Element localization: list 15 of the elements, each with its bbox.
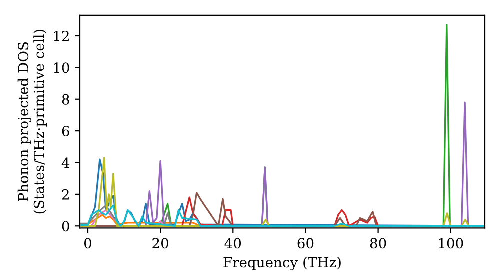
y-tick-label: 12 bbox=[54, 30, 69, 42]
x-tick-label: 60 bbox=[298, 238, 314, 249]
y-tick-label: 2 bbox=[62, 189, 69, 200]
x-tick-label: 20 bbox=[152, 238, 168, 249]
y-axis-title: Phonon projected DOS (States/THz·primitive cell) bbox=[18, 30, 48, 214]
x-tick-label: 80 bbox=[370, 238, 386, 249]
y-tick-label: 10 bbox=[54, 62, 70, 74]
x-tick-label: 0 bbox=[84, 238, 92, 249]
x-tick-label: 100 bbox=[439, 238, 464, 249]
y-tick-label: 6 bbox=[62, 126, 70, 137]
y-tick-label: 4 bbox=[62, 158, 70, 168]
x-axis-title: Frequency (THz) bbox=[224, 256, 341, 271]
x-tick-label: 40 bbox=[224, 238, 242, 249]
y-tick-label: 8 bbox=[62, 94, 70, 105]
y-tick-label: 0 bbox=[62, 221, 70, 232]
